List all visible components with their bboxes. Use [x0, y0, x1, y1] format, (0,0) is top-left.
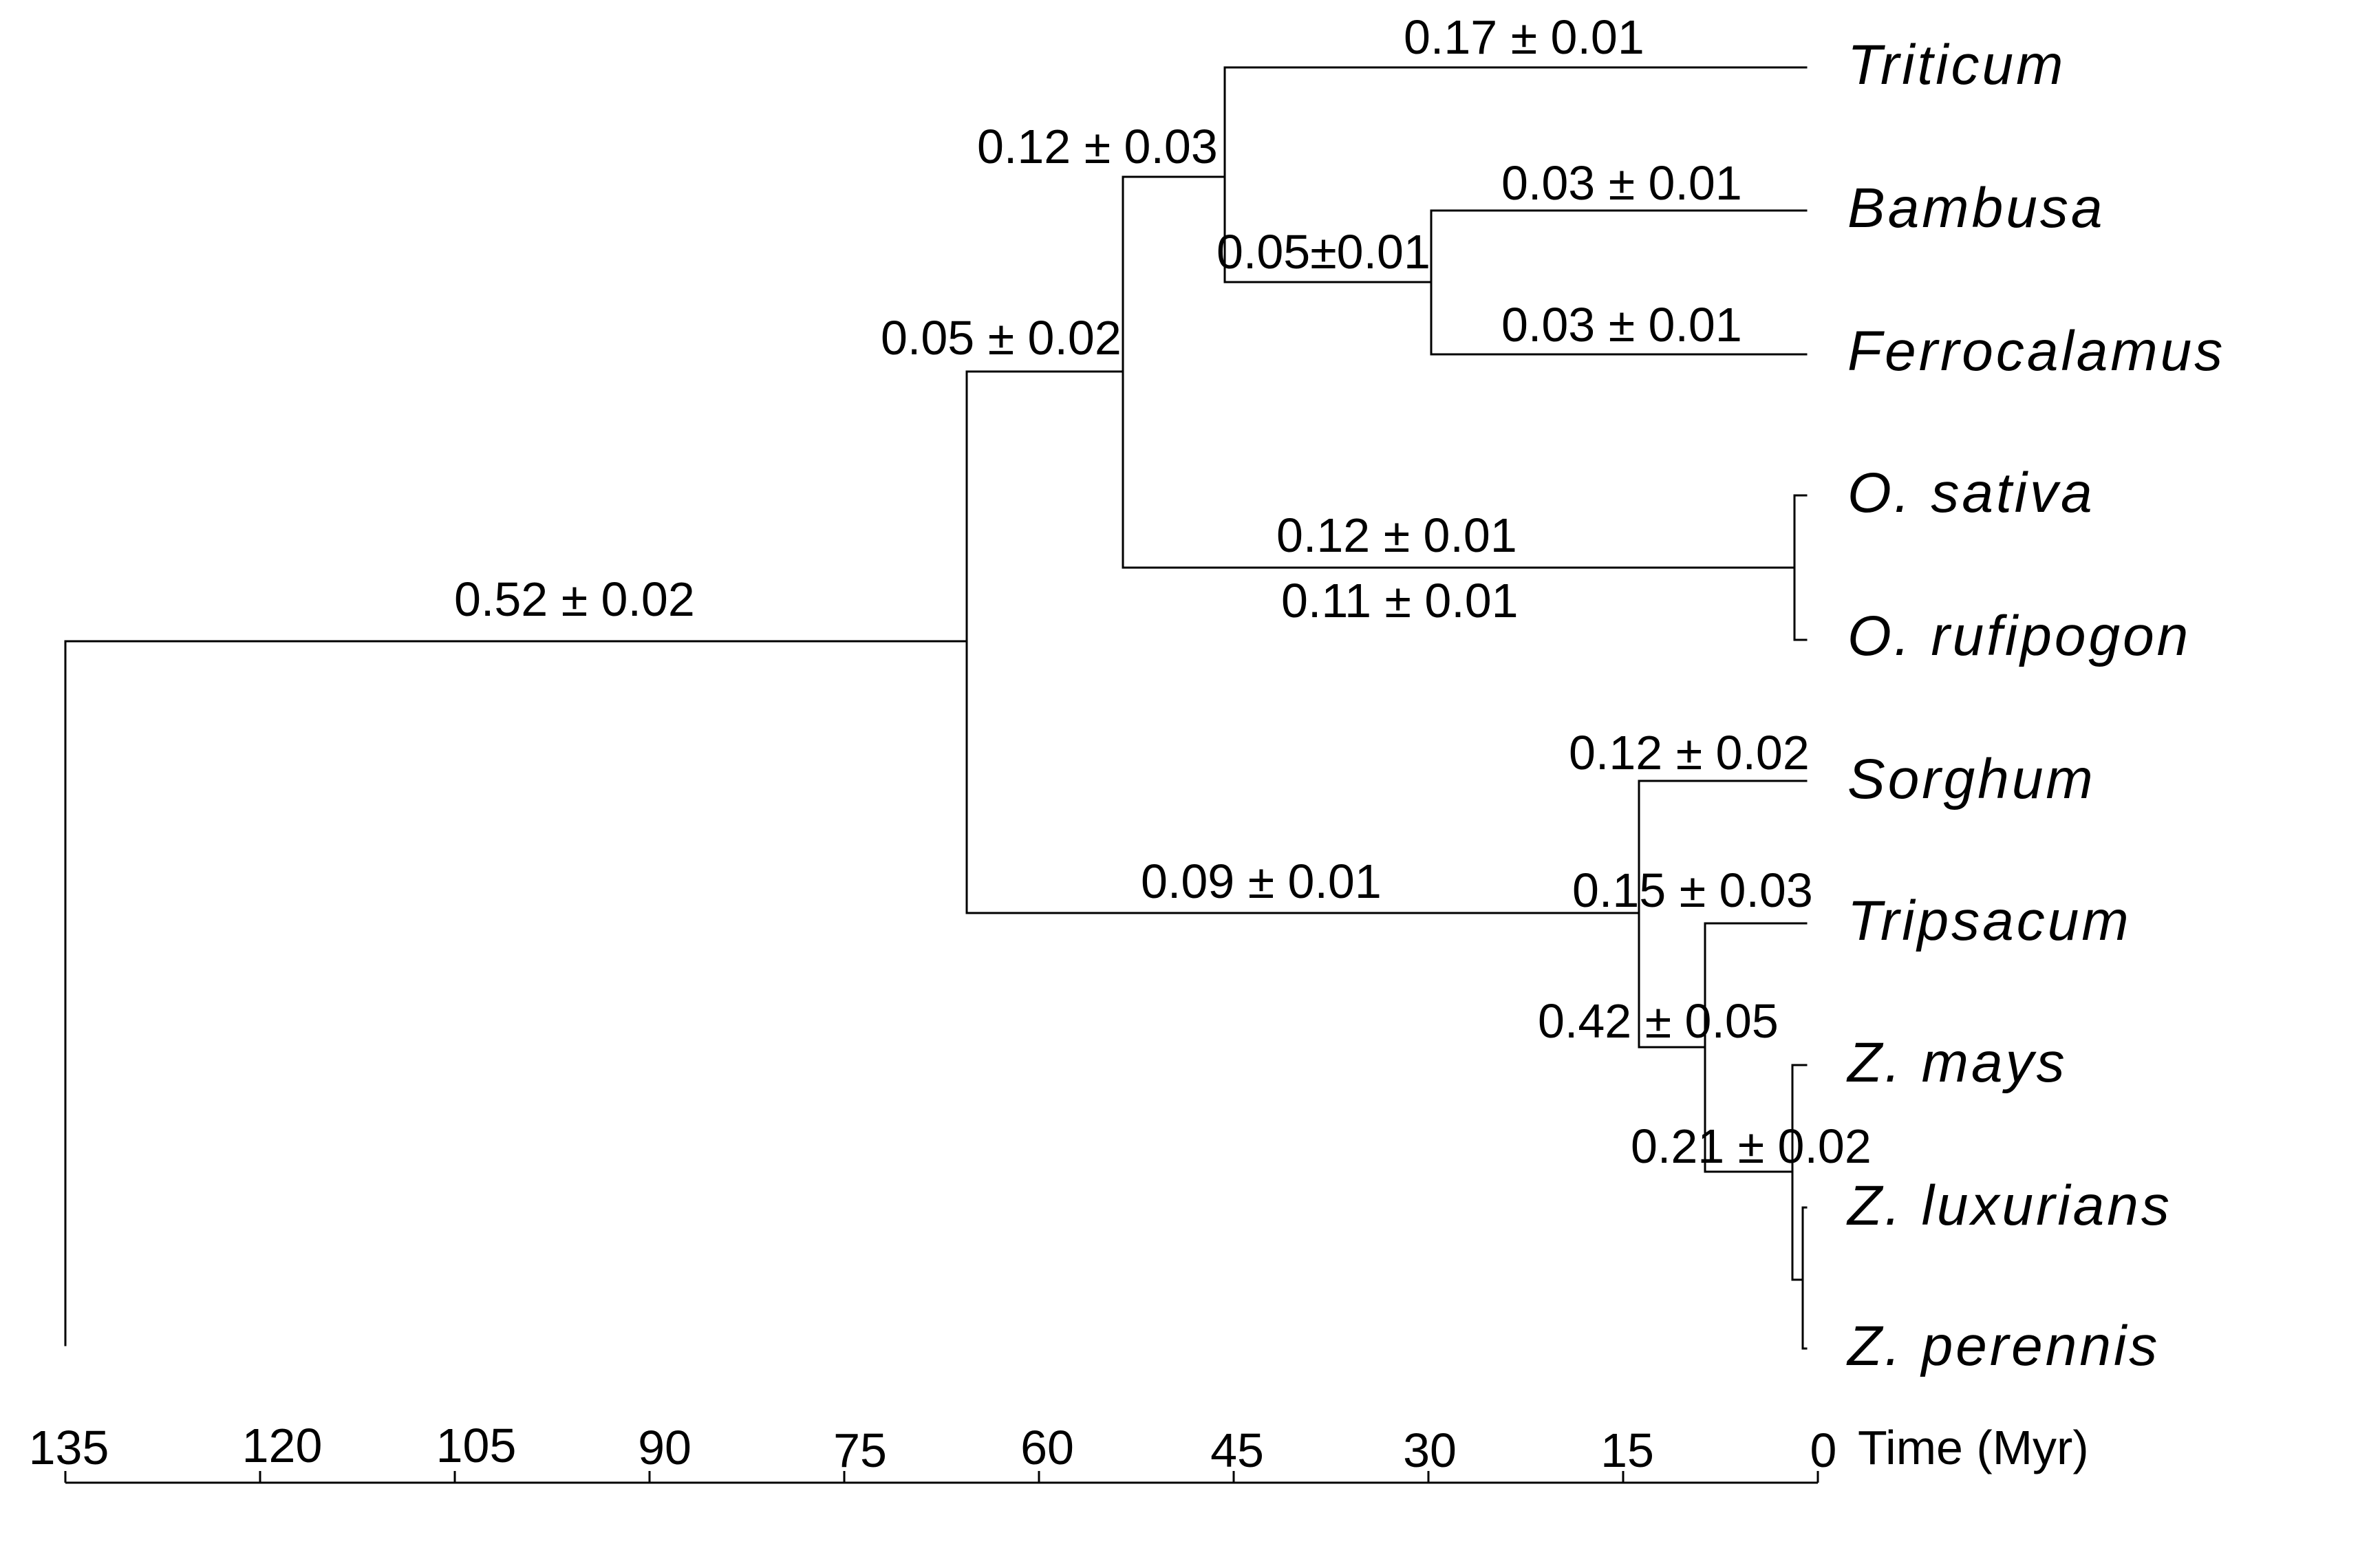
- taxon-label-sorghum: Sorghum: [1847, 748, 2096, 810]
- axis-tick-label-30: 30: [1403, 1424, 1457, 1477]
- taxon-label-z-perennis: Z. perennis: [1846, 1315, 2160, 1377]
- axis-tick-label-0: 0: [1810, 1424, 1837, 1477]
- taxon-labels: Triticum Bambusa Ferrocalamus O. sativa …: [1846, 34, 2225, 1377]
- axis-tick-label-120: 120: [242, 1419, 323, 1472]
- rate-label-triticum: 0.17 ± 0.01: [1404, 10, 1644, 64]
- time-axis-tick-labels: 135 120 105 90 75 60 45 30 15 0: [29, 1419, 1837, 1477]
- taxon-label-bambusa: Bambusa: [1847, 177, 2105, 239]
- axis-tick-label-45: 45: [1210, 1424, 1264, 1477]
- taxon-label-z-mays: Z. mays: [1846, 1031, 2068, 1094]
- rate-label-panicoid-branch: 0.09 ± 0.01: [1141, 855, 1382, 908]
- rate-label-bambusa: 0.03 ± 0.01: [1501, 156, 1742, 210]
- tree-branches: [64, 66, 1808, 1350]
- rate-label-core-node: 0.05 ± 0.02: [881, 311, 1122, 365]
- time-axis-title: Time (Myr): [1858, 1421, 2089, 1474]
- rate-label-bamboo-node: 0.05±0.01: [1216, 225, 1430, 279]
- taxon-label-triticum: Triticum: [1847, 34, 2066, 96]
- rate-label-tripsacum: 0.15 ± 0.03: [1572, 863, 1813, 917]
- taxon-label-z-luxurians: Z. luxurians: [1846, 1174, 2172, 1237]
- rate-labels: 0.52 ± 0.02 0.05 ± 0.02 0.12 ± 0.03 0.05…: [454, 10, 1872, 1173]
- taxon-label-o-rufipogon: O. rufipogon: [1847, 605, 2191, 667]
- rate-label-root: 0.52 ± 0.02: [454, 572, 695, 626]
- time-axis-ticks: [64, 1471, 1819, 1483]
- axis-tick-label-105: 105: [436, 1419, 517, 1472]
- taxon-label-tripsacum: Tripsacum: [1847, 890, 2132, 952]
- rate-label-zea-node: 0.21 ± 0.02: [1631, 1119, 1872, 1173]
- root-stem: [64, 640, 968, 1346]
- axis-tick-label-135: 135: [29, 1421, 109, 1474]
- taxon-label-o-sativa: O. sativa: [1847, 462, 2095, 524]
- rate-label-oryza-sativa: 0.12 ± 0.01: [1276, 508, 1517, 562]
- rate-label-andropogoneae-node: 0.42 ± 0.05: [1538, 994, 1779, 1048]
- rate-label-pooid-bamboo-node: 0.12 ± 0.03: [977, 120, 1218, 173]
- taxon-label-ferrocalamus: Ferrocalamus: [1847, 320, 2225, 383]
- rate-label-oryza-rufipogon: 0.11 ± 0.01: [1281, 574, 1519, 627]
- axis-tick-label-60: 60: [1020, 1421, 1074, 1474]
- axis-tick-label-15: 15: [1600, 1424, 1654, 1477]
- rate-label-ferrocalamus: 0.03 ± 0.01: [1501, 298, 1742, 352]
- rate-label-sorghum: 0.12 ± 0.02: [1569, 726, 1810, 780]
- axis-tick-label-90: 90: [638, 1421, 692, 1474]
- axis-tick-label-75: 75: [833, 1424, 887, 1477]
- time-axis: 135 120 105 90 75 60 45 30 15 0 Time (My…: [29, 1419, 2089, 1484]
